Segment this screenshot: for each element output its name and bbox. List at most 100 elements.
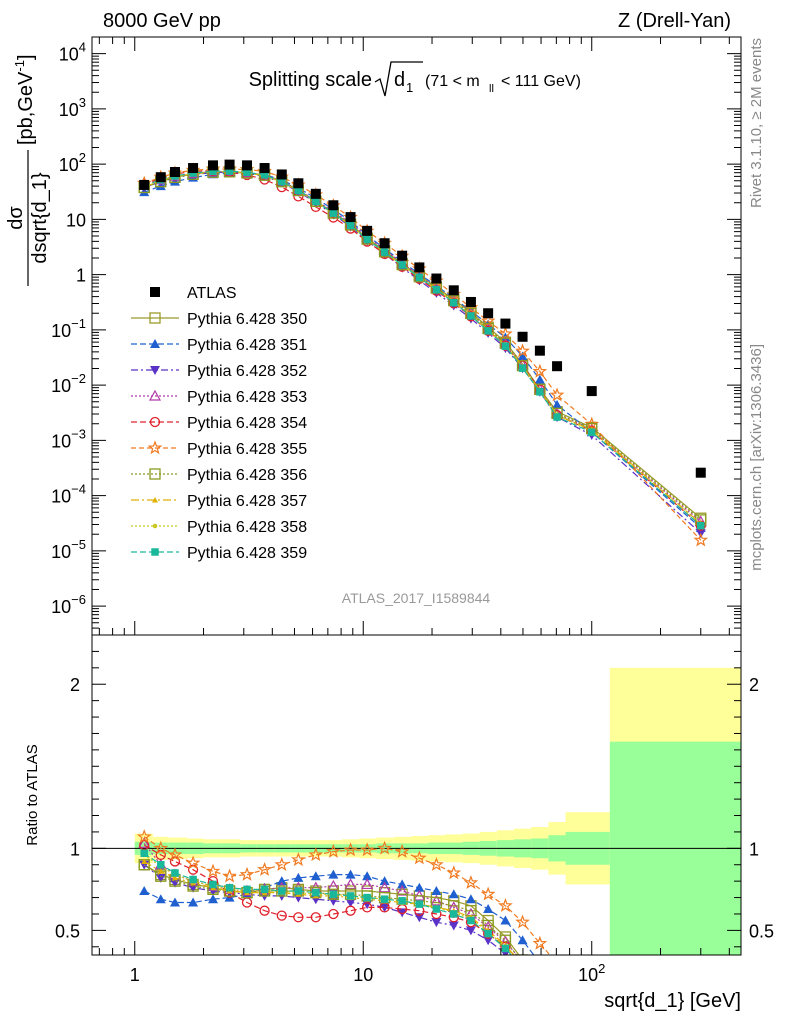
marker <box>379 876 390 886</box>
marker <box>312 888 320 897</box>
marker <box>518 959 527 968</box>
legend-label: Pythia 6.428 354 <box>187 415 307 432</box>
marker <box>362 900 373 910</box>
marker <box>328 908 339 920</box>
ratio-series-355 <box>136 829 551 955</box>
marker <box>697 521 705 530</box>
ylabel-numerator: dσ <box>5 206 27 230</box>
marker <box>552 399 563 409</box>
main-series <box>136 159 709 547</box>
title-suffix: (71 < m <box>425 73 480 90</box>
marker <box>537 978 543 984</box>
legend-label: Pythia 6.428 356 <box>187 467 307 484</box>
marker <box>259 163 270 174</box>
marker <box>432 905 441 913</box>
marker <box>141 858 148 864</box>
legend-entry: Pythia 6.428 357 <box>131 493 307 510</box>
marker <box>465 296 476 307</box>
marker <box>500 915 511 925</box>
marker <box>149 312 161 324</box>
marker <box>291 852 306 867</box>
marker <box>398 897 406 905</box>
marker <box>587 428 596 436</box>
marker <box>553 989 561 997</box>
marker <box>310 188 321 199</box>
marker <box>260 885 269 894</box>
marker <box>343 842 358 857</box>
marker <box>431 273 442 284</box>
marker <box>171 874 178 881</box>
y-axis-label: dσ dsqrt{d_1} [pb,GeV-1] <box>5 54 51 286</box>
marker <box>155 894 166 904</box>
marker <box>169 167 180 178</box>
marker <box>553 987 562 996</box>
ratio-y-tick-label-right: 0.5 <box>749 921 774 941</box>
marker <box>224 159 235 170</box>
marker <box>225 883 234 892</box>
marker <box>446 865 462 880</box>
marker <box>586 386 597 397</box>
marker <box>225 167 234 175</box>
marker <box>534 345 545 356</box>
y-tick-label: 10−5 <box>51 537 86 562</box>
marker <box>483 936 494 946</box>
marker <box>136 829 152 844</box>
legend-entry: Pythia 6.428 354 <box>131 415 307 432</box>
marker <box>448 285 459 296</box>
marker <box>345 898 356 908</box>
marker <box>517 331 528 342</box>
ratio-y-tick-label-left: 2 <box>70 675 80 695</box>
title-suffix-tail: < 111 GeV) <box>501 73 581 90</box>
marker <box>695 467 706 478</box>
marker <box>501 944 510 953</box>
marker <box>293 912 304 923</box>
marker <box>328 200 339 211</box>
marker <box>278 177 286 186</box>
marker <box>431 918 442 928</box>
marker <box>345 905 356 916</box>
sqrt-sign <box>374 61 423 97</box>
marker <box>329 890 338 899</box>
marker <box>362 225 373 236</box>
marker <box>535 975 545 985</box>
title-radicand-sub: 1 <box>406 80 413 95</box>
x-tick-label: 102 <box>578 961 605 985</box>
marker <box>394 843 410 858</box>
ratio-ylabel: Ratio to ATLAS <box>24 744 41 845</box>
marker <box>552 989 562 998</box>
legend-entry: Pythia 6.428 359 <box>131 545 307 562</box>
marker <box>276 169 287 180</box>
marker <box>535 975 545 985</box>
marker <box>346 221 355 230</box>
legend-label: Pythia 6.428 357 <box>187 493 307 510</box>
legend-label: Pythia 6.428 351 <box>187 337 307 354</box>
marker <box>552 984 562 994</box>
marker <box>222 868 237 883</box>
marker <box>151 548 159 556</box>
marker <box>185 855 201 870</box>
plot-title: Splitting scale d 1 (71 < m ll < 111 GeV… <box>249 61 581 97</box>
marker <box>535 958 545 967</box>
marker <box>552 984 562 993</box>
marker <box>377 840 392 855</box>
marker <box>361 902 373 913</box>
marker <box>152 523 158 529</box>
title-radicand: d <box>394 69 405 91</box>
marker <box>498 898 513 913</box>
marker <box>207 894 218 904</box>
marker <box>536 979 544 987</box>
marker <box>518 364 527 372</box>
marker <box>516 954 529 955</box>
marker <box>188 163 199 174</box>
legend-entry: Pythia 6.428 355 <box>131 440 307 458</box>
marker <box>398 261 406 269</box>
legend-entry: Pythia 6.428 351 <box>131 337 307 354</box>
marker <box>467 312 475 320</box>
marker <box>150 366 160 375</box>
ratio-series-line <box>143 854 514 955</box>
marker <box>328 869 339 879</box>
marker <box>361 878 374 890</box>
marker <box>293 872 304 882</box>
marker <box>483 904 494 914</box>
marker <box>448 921 459 931</box>
